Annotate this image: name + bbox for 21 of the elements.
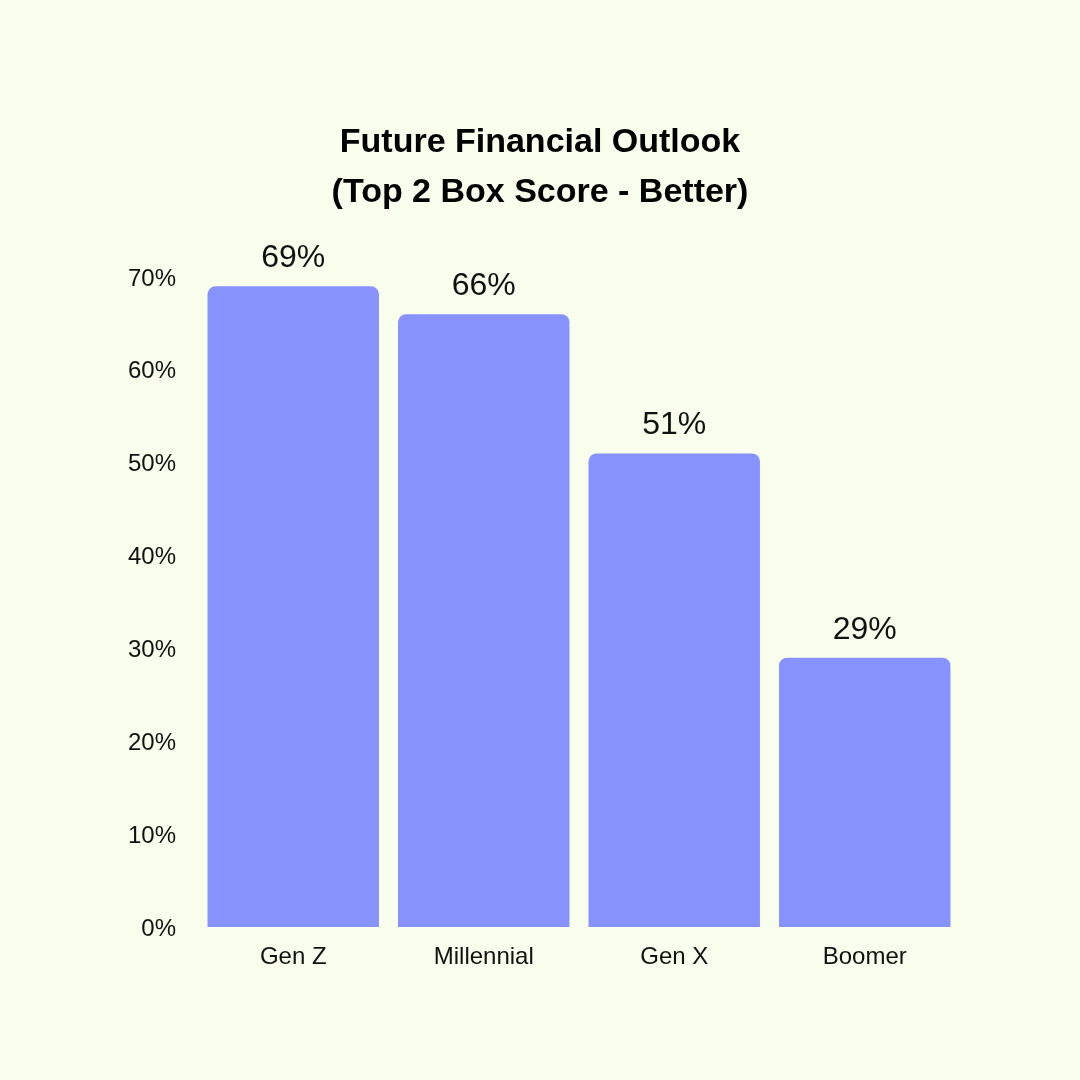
x-tick-label: Gen Z [259,941,327,969]
x-tick-label: Boomer [822,941,907,969]
bar [207,286,379,927]
data-label: 66% [451,266,516,303]
chart-title: Future Financial Outlook (Top 2 Box Score - Better) [331,121,749,209]
x-tick-label: Gen X [640,941,709,969]
bar [588,453,760,927]
y-tick-label: 20% [127,727,176,755]
bar [398,314,570,927]
data-label: 29% [832,609,897,646]
bar [779,657,951,927]
data-label: 51% [642,405,707,442]
y-tick-label: 70% [127,263,176,291]
y-tick-label: 50% [127,449,176,477]
y-tick-label: 0% [141,913,176,941]
data-label: 69% [261,238,326,275]
y-tick-label: 40% [127,542,176,570]
y-tick-label: 10% [127,820,176,848]
y-tick-label: 60% [127,356,176,384]
x-tick-label: Millennial [433,941,534,969]
y-tick-label: 30% [127,634,176,662]
